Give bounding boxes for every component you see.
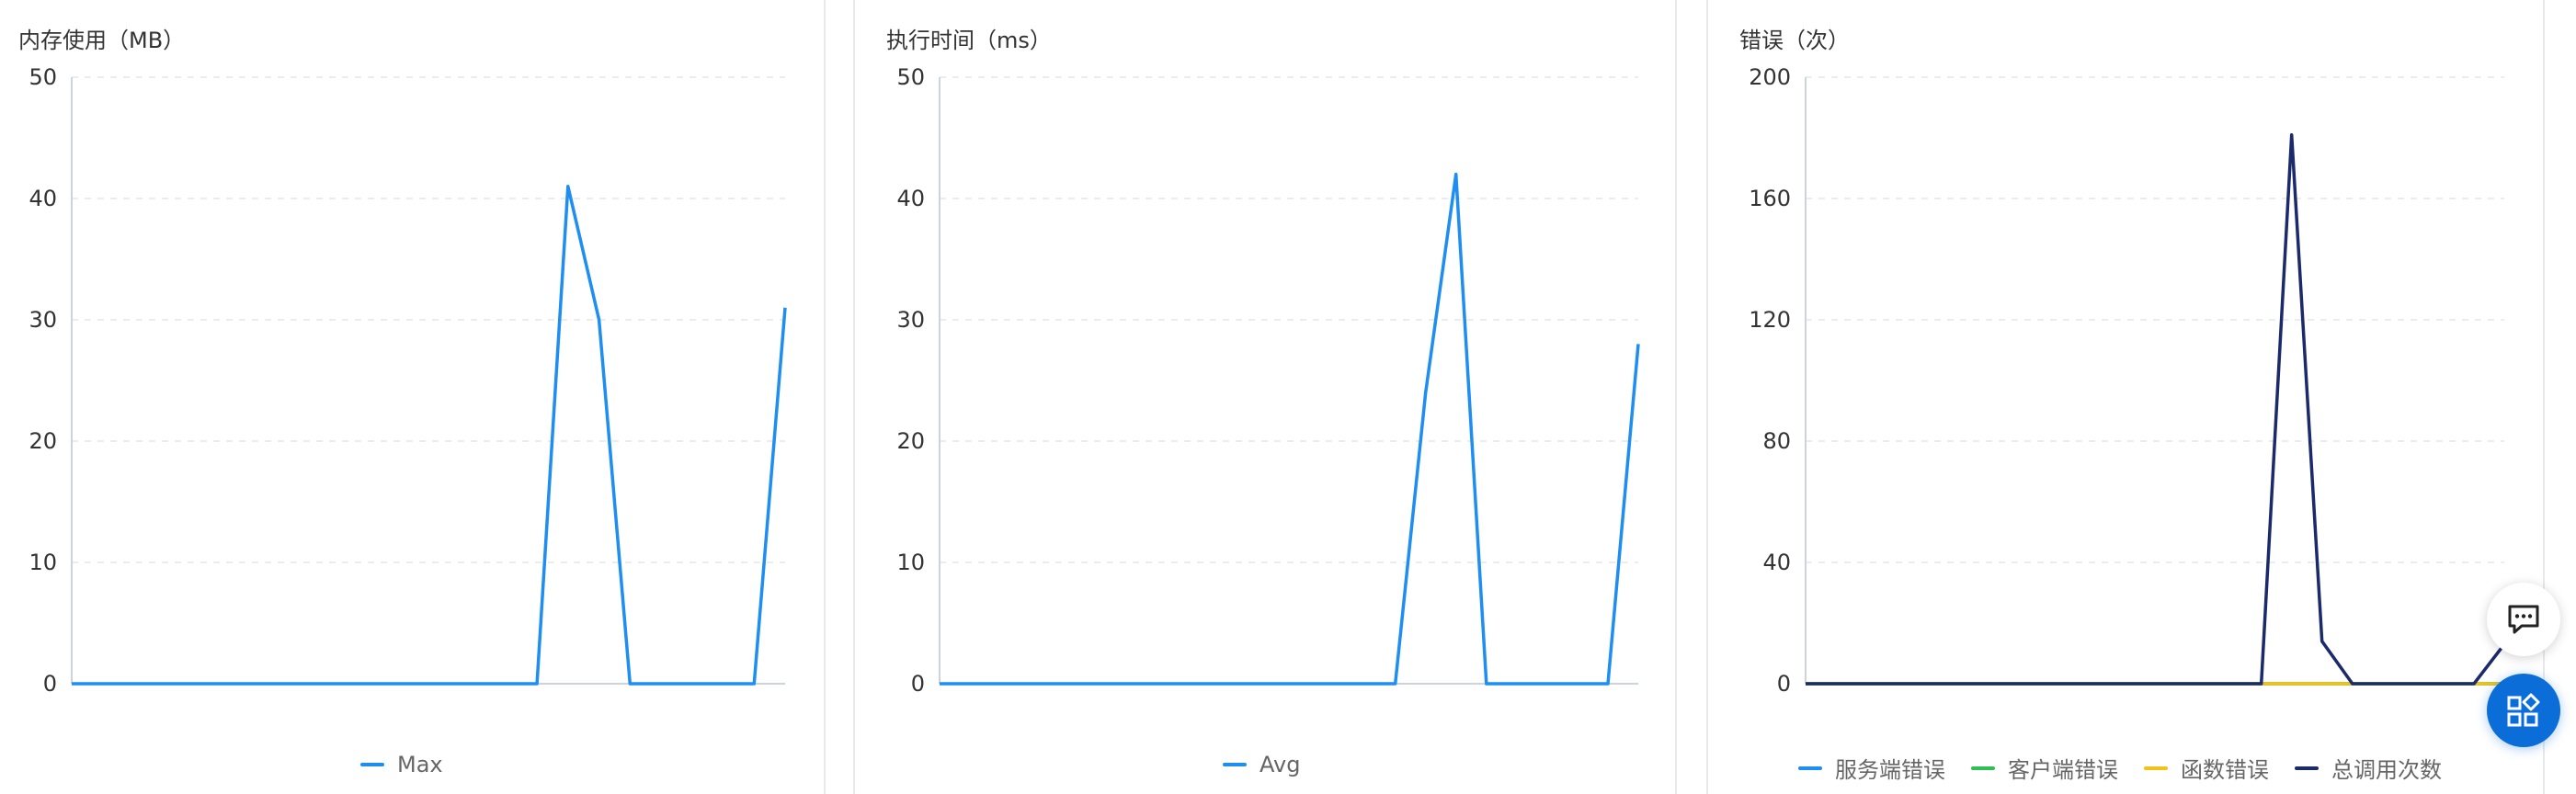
y-tick-label: 50 <box>28 64 57 90</box>
series-line-0 <box>72 185 787 686</box>
chat-bubble-icon <box>2508 605 2539 634</box>
series-line-0 <box>940 172 1640 686</box>
y-tick-label: 80 <box>1762 428 1791 454</box>
legend-swatch <box>2144 766 2168 770</box>
exec-time-chart-plot: 50 40 30 20 10 0 <box>896 64 1640 697</box>
chart-title: 执行时间（ms） <box>886 28 1052 53</box>
chart-panel-errors: 错误（次） 200 160 120 80 40 0 服务端错误 客户端错误 函数错误 总调… <box>1708 0 2543 794</box>
legend-item-avg[interactable]: Avg <box>1223 752 1300 777</box>
legend-swatch <box>1798 766 1822 770</box>
legend-label: Avg <box>1260 752 1301 777</box>
y-tick-label: 120 <box>1749 307 1791 333</box>
chart-title: 错误（次） <box>1739 28 1850 53</box>
y-tick-label: 30 <box>28 307 57 333</box>
legend-label: Max <box>397 752 443 777</box>
chart-title: 内存使用（MB） <box>18 28 186 53</box>
legend-label: 服务端错误 <box>1835 757 1945 783</box>
panel-divider <box>1706 0 1708 794</box>
panel-divider <box>1675 0 1677 794</box>
y-tick-label: 160 <box>1749 186 1791 211</box>
panel-divider <box>824 0 826 794</box>
legend-swatch <box>2295 766 2319 770</box>
y-tick-label: 20 <box>28 428 57 454</box>
y-tick-label: 30 <box>896 307 925 333</box>
panel-divider <box>853 0 855 794</box>
y-tick-label: 50 <box>896 64 925 90</box>
chart-legend: Max <box>360 752 443 777</box>
legend-label: 函数错误 <box>2181 757 2269 783</box>
y-tick-label: 40 <box>1762 550 1791 575</box>
legend-swatch <box>1223 763 1247 766</box>
chart-legend: Avg <box>1223 752 1300 777</box>
y-tick-label: 0 <box>1777 671 1791 697</box>
y-tick-label: 20 <box>896 428 925 454</box>
y-tick-label: 10 <box>28 550 57 575</box>
chart-panel-memory: 内存使用（MB） 50 40 30 20 10 0 Max <box>0 0 824 794</box>
legend-item-client-error[interactable]: 客户端错误 <box>1971 752 2118 784</box>
legend-swatch <box>1971 766 1995 770</box>
legend-item-server-error[interactable]: 服务端错误 <box>1798 752 1945 784</box>
series-line-3 <box>1806 132 2506 686</box>
y-tick-label: 200 <box>1749 64 1791 90</box>
chart-panel-exec-time: 执行时间（ms） 50 40 30 20 10 0 Avg <box>855 0 1677 794</box>
y-tick-label: 40 <box>28 186 57 211</box>
y-tick-label: 0 <box>911 671 925 697</box>
memory-chart-plot: 50 40 30 20 10 0 <box>28 64 787 697</box>
apps-button[interactable] <box>2487 674 2560 747</box>
legend-label: 客户端错误 <box>2008 757 2118 783</box>
errors-chart-plot: 200 160 120 80 40 0 <box>1749 64 2506 697</box>
chart-legend: 服务端错误 客户端错误 函数错误 总调用次数 <box>1798 752 2442 784</box>
y-tick-label: 10 <box>896 550 925 575</box>
y-tick-label: 40 <box>896 186 925 211</box>
legend-item-function-error[interactable]: 函数错误 <box>2144 752 2269 784</box>
legend-label: 总调用次数 <box>2331 757 2442 783</box>
apps-grid-icon <box>2507 693 2540 727</box>
legend-swatch <box>360 763 384 766</box>
y-tick-label: 0 <box>43 671 57 697</box>
legend-item-max[interactable]: Max <box>360 752 443 777</box>
legend-item-total-calls[interactable]: 总调用次数 <box>2295 752 2442 784</box>
chat-button[interactable] <box>2487 583 2560 656</box>
panel-divider <box>2543 0 2545 794</box>
